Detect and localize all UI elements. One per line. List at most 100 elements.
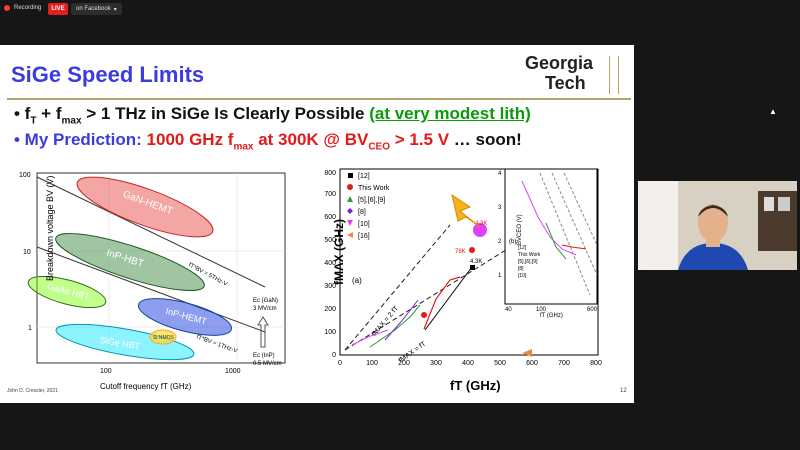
si-nmos-region: [149, 329, 177, 345]
inset-legend-this-work: This Work: [518, 252, 541, 258]
ytick-400: 400: [324, 260, 336, 267]
bullet-1-prefix: • f: [14, 104, 31, 123]
legend-8: [8]: [358, 209, 366, 216]
inset-ylabel: BVCEO (V): [517, 214, 523, 245]
inset-ytick-3: 3: [498, 205, 502, 211]
ec-inp-value: 0.5 MV/cm: [253, 361, 282, 367]
left-ytick-10: 10: [23, 249, 31, 256]
inset-panel-label: (b): [509, 239, 516, 245]
bullet-2-red1: 1000 GHz f: [146, 130, 234, 149]
left-xtick-1000: 1000: [225, 368, 241, 375]
fmax-2ft-line: [344, 224, 451, 351]
ref-16-point: [522, 349, 532, 357]
right-xlabel: fT (GHz): [450, 378, 501, 393]
inset-ytick-1: 1: [498, 273, 502, 279]
xtick-700: 700: [558, 360, 570, 367]
live-badge: LIVE: [48, 3, 68, 15]
tower-icon: [609, 56, 619, 94]
bullet-2-prefix: • My Prediction:: [14, 130, 147, 149]
bullet-1-mid1: + f: [36, 104, 62, 123]
record-dot-icon: [4, 5, 10, 11]
inset-xlabel: fT (GHz): [540, 313, 563, 319]
legend-16: [16]: [358, 233, 370, 240]
mouse-cursor-icon: ▲: [769, 107, 777, 116]
ytick-600: 600: [324, 214, 336, 221]
gan-hemt-region: [76, 176, 214, 238]
inset-frame: [504, 168, 598, 305]
right-x-ticks: 0 100 200 300 400 500 600 700 800: [338, 360, 602, 367]
point-label-43k-bottom: 4.3K: [470, 259, 482, 265]
xtick-400: 400: [462, 360, 474, 367]
gaas-hbt-region: [27, 275, 107, 309]
inset-guide-lines: [539, 172, 598, 296]
point-label-78k: 78K: [455, 249, 466, 255]
right-legend: [12] This Work [5],[6],[9] [8] [10] [16]: [358, 173, 390, 240]
inset-legend-10: [10]: [518, 273, 527, 279]
si-nmos-label: Si NMOS: [153, 335, 175, 341]
ec-gan-value: 3 MV/cm: [253, 306, 277, 312]
right-ylabel: fMAX (GHz): [332, 219, 346, 285]
ec-inp-label: Ec (InP): [253, 353, 275, 359]
this-work-series: [423, 276, 461, 330]
inp-hbt-region: [55, 232, 205, 292]
ref-10-series: [351, 329, 389, 346]
chevron-down-icon: ▾: [113, 6, 117, 13]
ytick-500: 500: [324, 237, 336, 244]
inset-legend-8: [8]: [518, 266, 524, 272]
logo-line-2: Tech: [545, 73, 586, 93]
inset-ref-5-6-9-series: [545, 222, 567, 260]
xtick-0: 0: [338, 360, 342, 367]
left-ytick-100: 100: [19, 172, 31, 179]
slide-footer: John D. Cressler, 2021: [7, 388, 58, 394]
ec-gan-label: Ec (GaN): [253, 298, 278, 304]
ref-5-6-9-series: [369, 304, 421, 348]
left-xtick-100: 100: [100, 368, 112, 375]
inset-xtick-40: 40: [505, 307, 512, 313]
this-work-point-43k: [473, 223, 487, 237]
bullet-2-tail: … soon!: [449, 130, 522, 149]
title-divider: [7, 98, 631, 100]
left-xlabel: Cutoff frequency fT (GHz): [100, 382, 192, 391]
xtick-500: 500: [494, 360, 506, 367]
ytick-0: 0: [332, 352, 336, 359]
fmax-ft-line: [344, 234, 531, 351]
presentation-slide: SiGe Speed Limits Georgia Tech • fT + fm…: [0, 45, 634, 403]
georgia-tech-logo: Georgia Tech: [525, 53, 625, 97]
bullet-1: • fT + fmax > 1 THz in SiGe Is Clearly P…: [14, 104, 531, 126]
inset-legend: [12] This Work [5],[6],[9] [8] [10]: [518, 245, 541, 279]
left-ylabel: Breakdown voltage BV (V): [45, 175, 55, 281]
xtick-600: 600: [526, 360, 538, 367]
this-work-point: [421, 312, 427, 318]
inset-legend-5-6-9: [5],[6],[9]: [518, 259, 538, 265]
inset-ref-10-series: [521, 180, 577, 256]
xtick-100: 100: [366, 360, 378, 367]
bullet-1-green: (at very modest lith): [369, 104, 531, 123]
ytick-200: 200: [324, 306, 336, 313]
bullet-1-sub-t: T: [30, 115, 37, 127]
legend-10: [10]: [358, 221, 370, 228]
inp-hemt-region: [137, 298, 233, 336]
bullet-1-mid2: > 1 THz in SiGe Is Clearly Possible: [81, 104, 370, 123]
this-work-point-78k: [469, 247, 475, 253]
webcam-name-label: John Cressler: [648, 262, 679, 268]
ytick-700: 700: [324, 191, 336, 198]
xtick-300: 300: [430, 360, 442, 367]
bullet-2-red2: at 300K @ BV: [253, 130, 369, 149]
slide-title: SiGe Speed Limits: [11, 62, 205, 87]
bullet-2-red3: > 1.5 V: [390, 130, 450, 149]
recording-label: Recording: [14, 5, 42, 11]
ref-12-point: [470, 265, 475, 270]
inset-ytick-2: 2: [498, 239, 502, 245]
arrow-pointer-icon: [451, 193, 481, 228]
ref-8-series: [384, 299, 419, 341]
destination-dropdown[interactable]: on Facebook ▾: [71, 3, 122, 15]
webcam-image: [638, 181, 797, 270]
legend-5-6-9: [5],[6],[9]: [358, 197, 385, 204]
right-y-ticks: 0 100 200 300 400 500 600 700 800: [324, 170, 336, 359]
bullet-2: • My Prediction: 1000 GHz fmax at 300K @…: [14, 130, 522, 152]
point-label-43k-top: 4.3K: [475, 221, 487, 227]
recording-bar: Recording LIVE on Facebook ▾: [0, 0, 800, 22]
destination-label: on Facebook: [76, 6, 111, 12]
inset-ytick-4: 4: [498, 171, 502, 177]
ft-bv-5thz-line: [36, 176, 266, 288]
